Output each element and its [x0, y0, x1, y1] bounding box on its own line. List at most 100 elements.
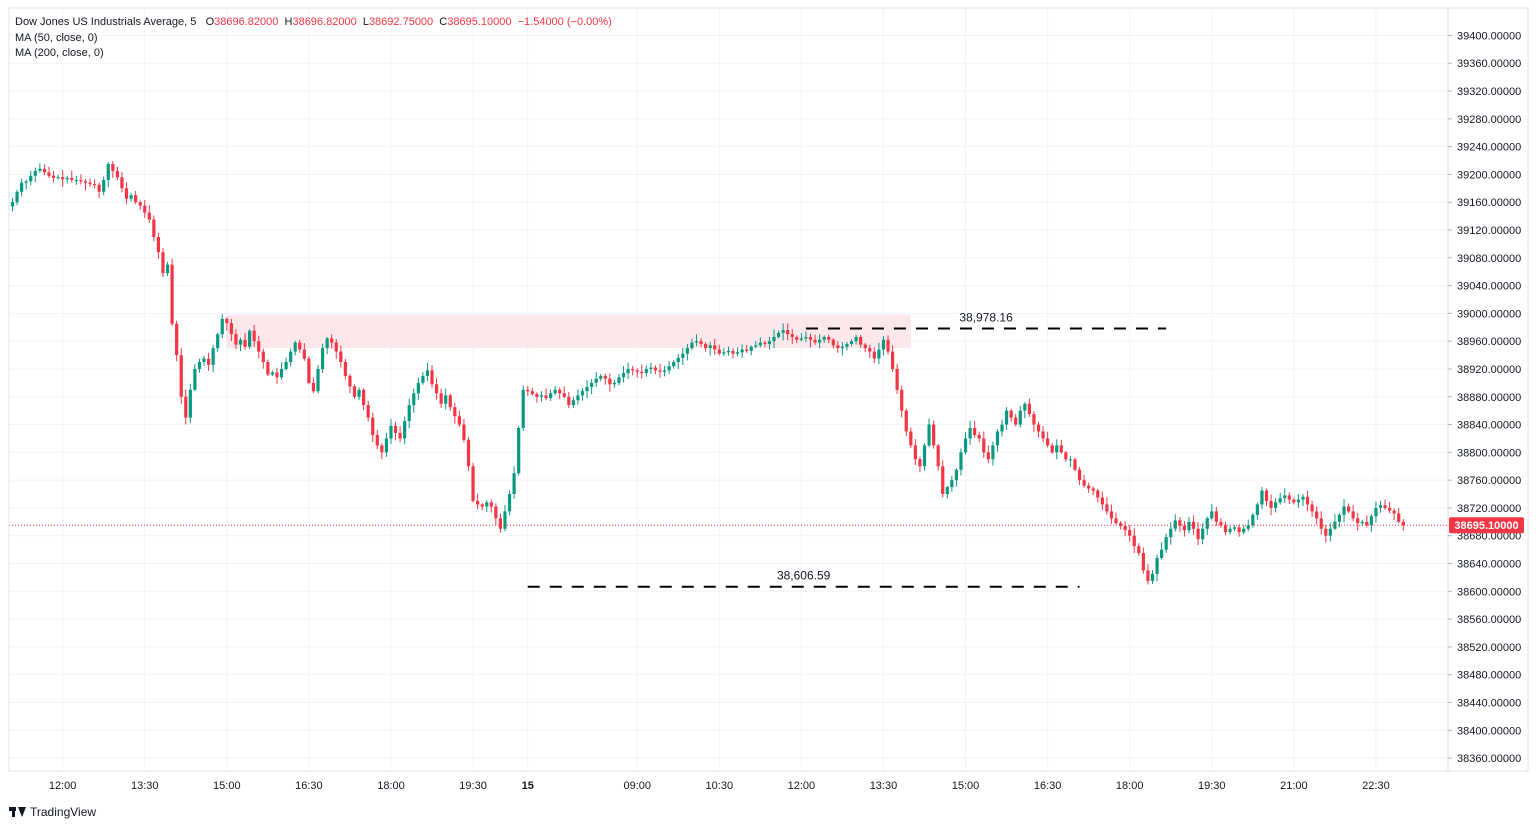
candle[interactable] [644, 365, 648, 377]
candle[interactable] [854, 334, 858, 345]
candle[interactable] [471, 462, 475, 503]
candle[interactable] [252, 324, 256, 347]
candle[interactable] [763, 340, 767, 348]
candle[interactable] [831, 338, 835, 349]
candle[interactable] [1118, 521, 1123, 530]
candle[interactable] [1032, 411, 1036, 432]
candle[interactable] [740, 344, 744, 358]
candle[interactable] [690, 338, 694, 351]
candle[interactable] [726, 346, 731, 356]
candle[interactable] [403, 416, 407, 445]
candle[interactable] [1305, 490, 1310, 512]
candle[interactable] [1128, 525, 1132, 542]
candle[interactable] [749, 345, 753, 356]
candle[interactable] [92, 179, 97, 189]
candle[interactable] [65, 175, 69, 184]
candle[interactable] [991, 441, 995, 466]
candle[interactable] [29, 170, 33, 186]
candle[interactable] [1160, 542, 1164, 560]
candle[interactable] [526, 385, 530, 396]
candle[interactable] [70, 170, 74, 183]
candle[interactable] [498, 513, 503, 533]
candle[interactable] [216, 332, 220, 352]
candle[interactable] [539, 391, 544, 402]
candle[interactable] [115, 166, 119, 181]
candle[interactable] [389, 418, 393, 445]
candle[interactable] [279, 362, 284, 380]
candle[interactable] [1337, 512, 1342, 528]
candle[interactable] [243, 332, 247, 350]
candle[interactable] [758, 337, 762, 348]
legend-ma200[interactable]: MA (200, close, 0) [15, 47, 104, 59]
candle[interactable] [448, 393, 452, 411]
candle[interactable] [1210, 503, 1214, 521]
candle[interactable] [1251, 513, 1255, 528]
candle[interactable] [1274, 498, 1278, 513]
candle[interactable] [38, 163, 42, 173]
candle[interactable] [1023, 402, 1027, 419]
candle[interactable] [872, 347, 876, 364]
candle[interactable] [1205, 516, 1209, 536]
candle[interactable] [102, 176, 106, 196]
candle[interactable] [1237, 524, 1241, 537]
candle[interactable] [1178, 516, 1182, 532]
candle[interactable] [88, 178, 92, 187]
candle[interactable] [248, 329, 252, 350]
candle[interactable] [941, 460, 945, 498]
candle[interactable] [466, 437, 471, 471]
candle[interactable] [571, 396, 575, 408]
candle[interactable] [1077, 466, 1082, 486]
candle[interactable] [56, 174, 60, 180]
candle[interactable] [1255, 502, 1259, 520]
candle[interactable] [1109, 504, 1114, 524]
candle[interactable] [1137, 543, 1141, 556]
candle[interactable] [1319, 511, 1323, 535]
candle[interactable] [179, 348, 183, 405]
candle[interactable] [1301, 494, 1305, 506]
candle[interactable] [640, 364, 644, 379]
candle[interactable] [352, 384, 357, 399]
candle[interactable] [767, 337, 772, 350]
candle[interactable] [24, 179, 28, 190]
candle[interactable] [357, 387, 361, 401]
candle[interactable] [1283, 488, 1287, 503]
candle[interactable] [517, 426, 521, 476]
candle[interactable] [1264, 488, 1269, 507]
candle[interactable] [731, 347, 735, 359]
candle[interactable] [772, 329, 776, 349]
candle[interactable] [1219, 518, 1223, 528]
candle[interactable] [1173, 514, 1177, 532]
candle[interactable] [781, 323, 785, 341]
candle[interactable] [412, 388, 416, 413]
candle[interactable] [220, 313, 224, 339]
candle[interactable] [1123, 521, 1127, 537]
candle[interactable] [421, 371, 425, 385]
candle[interactable] [1228, 525, 1232, 535]
candle[interactable] [156, 232, 161, 259]
candle[interactable] [238, 337, 243, 351]
candle[interactable] [476, 493, 480, 510]
candle[interactable] [184, 389, 188, 425]
candle[interactable] [945, 485, 949, 499]
candle[interactable] [603, 373, 607, 385]
tradingview-logo[interactable]: TradingView [9, 805, 96, 819]
candle[interactable] [1232, 525, 1237, 532]
candle[interactable] [890, 345, 895, 372]
candle[interactable] [270, 370, 275, 377]
candle[interactable] [188, 383, 192, 423]
candle[interactable] [457, 410, 461, 427]
candle[interactable] [197, 358, 202, 373]
candle[interactable] [1055, 439, 1059, 460]
candle[interactable] [954, 468, 959, 487]
candle[interactable] [1315, 506, 1319, 525]
candle[interactable] [1356, 512, 1360, 531]
candle[interactable] [590, 379, 594, 395]
candle[interactable] [986, 445, 990, 464]
candle[interactable] [1201, 523, 1205, 545]
candle[interactable] [10, 197, 15, 212]
candle[interactable] [585, 380, 589, 399]
candle[interactable] [1046, 431, 1050, 448]
candle[interactable] [804, 331, 808, 343]
candle[interactable] [621, 365, 626, 383]
